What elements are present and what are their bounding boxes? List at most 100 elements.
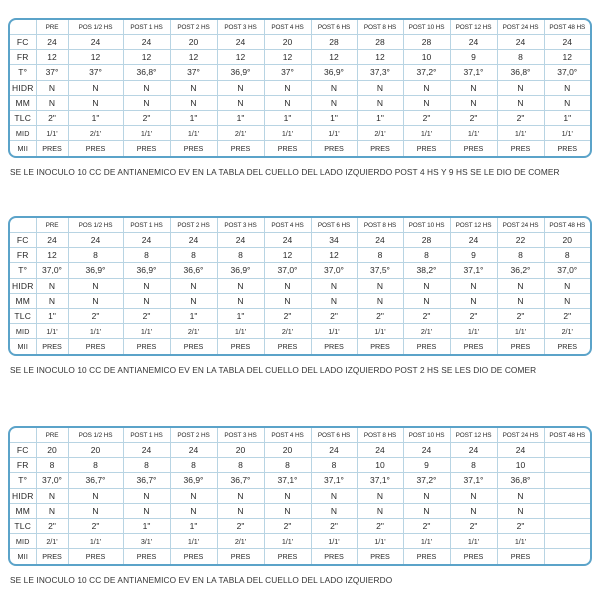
table-frame: PRE POS 1/2 HS POST 1 HS POST 2 HS POST 3 HS… xyxy=(8,426,592,566)
table-cell: 37,0° xyxy=(36,472,69,489)
table-cell: 20 xyxy=(170,34,218,51)
monitoring-table-3: PRE POS 1/2 HS POST 1 HS POST 2 HS POST 3 HS… xyxy=(8,426,592,585)
column-header: POS 1/2 HS xyxy=(68,218,124,233)
table-cell: PRES xyxy=(357,338,404,354)
table-cell: 37,0° xyxy=(544,262,590,279)
table-cell: N xyxy=(357,95,404,111)
table-cell: 37,0° xyxy=(544,64,590,81)
table-row: T° 37,0° 36,9° 36,9° 36,6° 36,9° 37,0° 37,0° 37,… xyxy=(10,262,590,279)
table-cell xyxy=(544,518,590,535)
table-row: TLC 2" 1" 2" 1" 1" 1" 1" 1" 2" 2" 2" 1" xyxy=(10,110,590,127)
table-cell: N xyxy=(170,293,218,309)
table-cell: 24 xyxy=(217,34,265,51)
table-cell: 1" xyxy=(311,110,358,127)
table-row: MII PRES PRES PRES PRES PRES PRES PRES PRES PRES P… xyxy=(10,338,590,354)
table-cell: N xyxy=(403,278,451,294)
table-cell: N xyxy=(403,80,451,96)
table-cell: N xyxy=(68,80,124,96)
table-row: FC 24 24 24 20 24 20 28 28 28 24 24 24 xyxy=(10,34,590,51)
table-cell: 12 xyxy=(264,247,312,264)
table-caption: SE LE INOCULO 10 CC DE ANTIANEMICO EV EN… xyxy=(10,574,393,585)
table-cell: N xyxy=(36,488,69,504)
table-cell: 36,7° xyxy=(123,472,171,489)
table-cell: N xyxy=(311,503,358,519)
row-label: MII xyxy=(10,338,37,354)
table-cell: N xyxy=(497,503,545,519)
table-cell: 36,9° xyxy=(217,262,265,279)
table-cell: N xyxy=(36,503,69,519)
table-cell: 1" xyxy=(264,110,312,127)
table-cell: 8 xyxy=(403,247,451,264)
table-cell: 1" xyxy=(217,308,265,325)
table-cell: 37,5° xyxy=(357,262,404,279)
table-cell: N xyxy=(311,293,358,309)
table-cell: N xyxy=(217,488,265,504)
table-row: HIDR N N N N N N N N N N N N xyxy=(10,80,590,96)
column-header: POST 4 HS xyxy=(264,20,312,35)
table-row: MM N N N N N N N N N N N N xyxy=(10,293,590,309)
table-cell: 8 xyxy=(497,49,545,66)
column-header: POST 8 HS xyxy=(357,20,404,35)
table-cell: 24 xyxy=(36,34,69,51)
table-cell: 2" xyxy=(123,110,171,127)
table-row: MID 1/1' 2/1' 1/1' 1/1' 2/1' 1/1' 1/1' 2/1' 1/1' 1… xyxy=(10,125,590,142)
table-cell: PRES xyxy=(497,338,545,354)
table-cell: 36,7° xyxy=(68,472,124,489)
table-cell xyxy=(544,549,590,564)
table-cell xyxy=(544,442,590,459)
table-cell: 36,9° xyxy=(68,262,124,279)
table-cell: 1/1' xyxy=(68,533,124,550)
table-cell: 24 xyxy=(450,232,498,249)
table-cell: 3/1' xyxy=(123,533,171,550)
table-cell: 1/1' xyxy=(450,125,498,142)
table-cell: 8 xyxy=(311,457,358,474)
monitoring-table-1: PRE POS 1/2 HS POST 1 HS POST 2 HS POST 3 HS… xyxy=(8,18,592,177)
table-cell: 28 xyxy=(403,34,451,51)
table-cell: 1/1' xyxy=(311,323,358,340)
table-cell: PRES xyxy=(557,143,578,153)
table-cell: 37,3° xyxy=(357,64,404,81)
table-cell xyxy=(544,533,590,550)
table-cell: 1/1' xyxy=(497,125,545,142)
table-cell: PRES xyxy=(68,140,124,156)
table-cell: N xyxy=(264,80,312,96)
table-cell: 1" xyxy=(357,110,404,127)
table-cell: 37° xyxy=(36,64,69,81)
table-cell: 37,1° xyxy=(311,472,358,489)
vitals-table: PRE POS 1/2 HS POST 1 HS POST 2 HS POST 3 HS… xyxy=(10,428,590,564)
column-header: POST 6 HS xyxy=(311,428,358,443)
table-cell: 37,1° xyxy=(264,472,312,489)
column-header: POST 1 HS xyxy=(123,20,171,35)
table-cell: 2" xyxy=(36,110,69,127)
table-cell: PRES xyxy=(264,140,312,156)
table-row: MM N N N N N N N N N N N N xyxy=(10,95,590,111)
table-cell: 1/1' xyxy=(357,533,404,550)
table-cell: PRES xyxy=(123,338,171,354)
corner-cell xyxy=(10,20,37,35)
table-cell: N xyxy=(497,80,545,96)
table-cell xyxy=(544,457,590,474)
table-cell: PRES xyxy=(36,338,69,354)
table-cell: 8 xyxy=(264,457,312,474)
table-cell: 24 xyxy=(264,232,312,249)
table-cell: N xyxy=(357,80,404,96)
table-cell: 24 xyxy=(36,232,69,249)
table-cell: 1/1' xyxy=(403,125,451,142)
column-header: POST 4 HS xyxy=(264,218,312,233)
row-label: MID xyxy=(10,533,37,550)
table-cell: 36,9° xyxy=(217,64,265,81)
table-cell xyxy=(544,472,590,489)
column-header: POST 2 HS xyxy=(170,428,218,443)
table-cell: 1/1' xyxy=(497,323,545,340)
table-cell: 24 xyxy=(450,442,498,459)
table-cell: N xyxy=(403,503,451,519)
table-cell: 9 xyxy=(450,247,498,264)
table-cell: N xyxy=(123,488,171,504)
table-cell: 1/1' xyxy=(36,323,69,340)
table-cell: N xyxy=(170,488,218,504)
monitoring-table-2: PRE POS 1/2 HS POST 1 HS POST 2 HS POST 3 HS… xyxy=(8,216,592,375)
table-cell: 1/1' xyxy=(123,125,171,142)
table-cell: 8 xyxy=(450,457,498,474)
table-cell: 2/1' xyxy=(36,533,69,550)
table-cell: N xyxy=(170,503,218,519)
